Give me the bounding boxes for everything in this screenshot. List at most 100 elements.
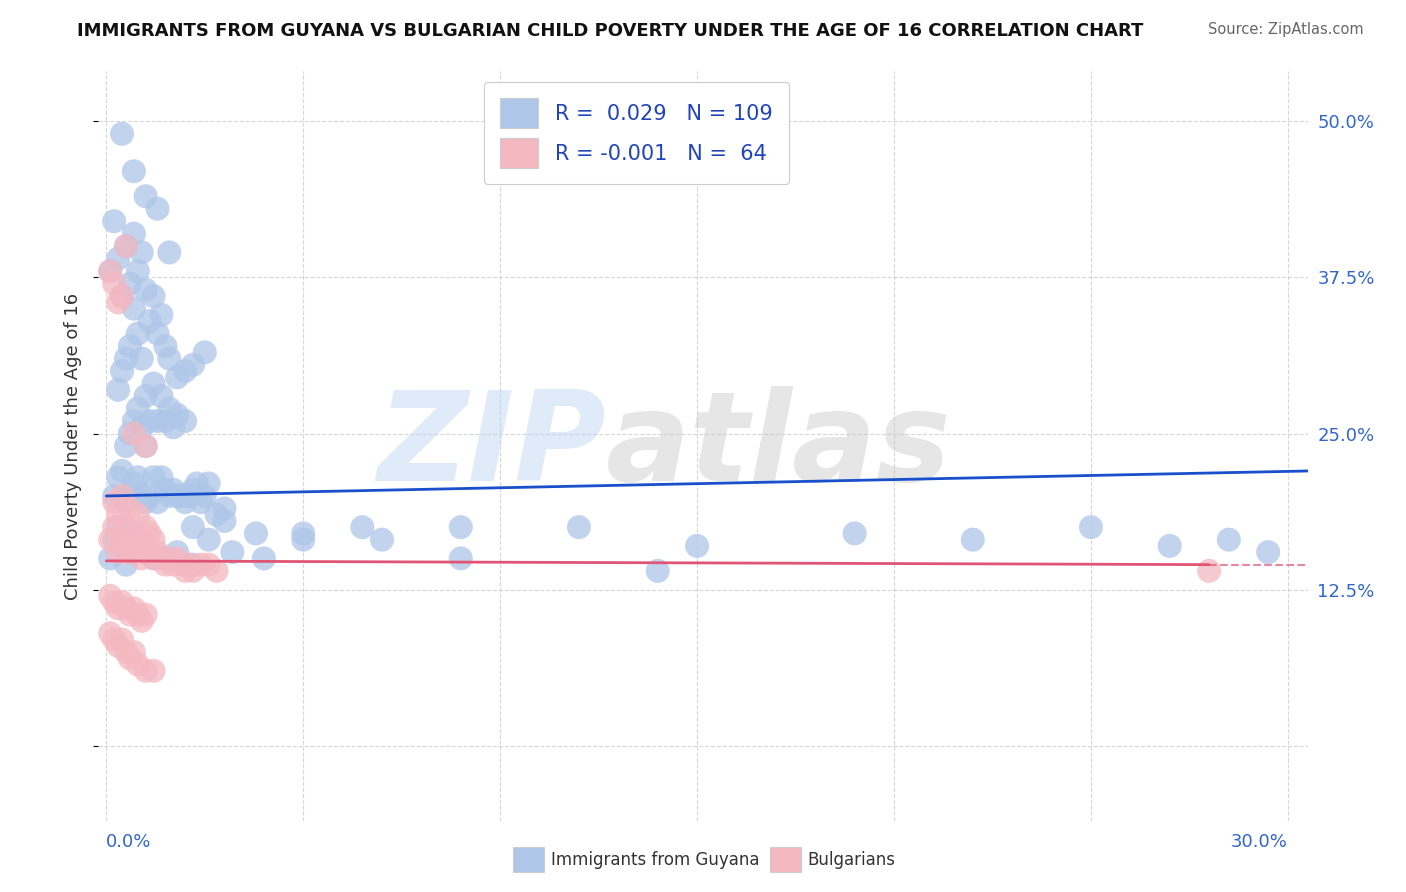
Point xyxy=(135,607,157,622)
Text: Immigrants from Guyana: Immigrants from Guyana xyxy=(551,851,759,869)
Point xyxy=(135,664,157,678)
Point xyxy=(127,264,149,278)
Text: Bulgarians: Bulgarians xyxy=(807,851,896,869)
Point xyxy=(103,520,125,534)
Point xyxy=(177,558,200,572)
Point xyxy=(150,470,173,484)
Point xyxy=(157,245,180,260)
Point xyxy=(103,632,125,647)
Point xyxy=(127,401,149,416)
Point xyxy=(142,289,165,303)
Point xyxy=(135,439,157,453)
Point xyxy=(111,464,134,478)
Point xyxy=(127,508,149,522)
Point xyxy=(157,351,180,366)
Point xyxy=(155,551,177,566)
Point xyxy=(1218,533,1240,547)
Point xyxy=(568,520,591,534)
Point xyxy=(115,545,138,559)
Point xyxy=(98,626,121,640)
Point xyxy=(174,495,197,509)
Point xyxy=(131,533,153,547)
Point xyxy=(142,551,165,566)
Point xyxy=(122,601,145,615)
Point xyxy=(190,495,212,509)
Point xyxy=(142,664,165,678)
Point xyxy=(138,489,160,503)
Point xyxy=(131,551,153,566)
Y-axis label: Child Poverty Under the Age of 16: Child Poverty Under the Age of 16 xyxy=(65,293,83,599)
Point xyxy=(98,264,121,278)
Point xyxy=(214,501,236,516)
Point xyxy=(135,495,157,509)
Point xyxy=(127,470,149,484)
Point xyxy=(292,533,315,547)
Point xyxy=(1198,564,1220,578)
Point xyxy=(190,558,212,572)
Point xyxy=(146,326,169,341)
Point xyxy=(194,345,217,359)
Point xyxy=(118,489,141,503)
Point xyxy=(686,539,709,553)
Point xyxy=(1080,520,1102,534)
Point xyxy=(253,551,276,566)
Text: atlas: atlas xyxy=(606,385,952,507)
Point xyxy=(118,339,141,353)
Point xyxy=(115,520,138,534)
Point xyxy=(1257,545,1279,559)
Point xyxy=(155,414,177,428)
Point xyxy=(107,470,129,484)
Point xyxy=(118,501,141,516)
Point xyxy=(111,127,134,141)
Point xyxy=(122,476,145,491)
Point xyxy=(107,520,129,534)
Point xyxy=(186,476,208,491)
Point xyxy=(111,289,134,303)
Point xyxy=(138,414,160,428)
Point xyxy=(647,564,669,578)
Point xyxy=(127,539,149,553)
Point xyxy=(122,414,145,428)
Point xyxy=(131,614,153,628)
Point xyxy=(181,483,204,497)
Point xyxy=(162,483,184,497)
Point xyxy=(131,351,153,366)
Point xyxy=(166,489,188,503)
Point xyxy=(166,370,188,384)
Point xyxy=(150,551,173,566)
Point xyxy=(146,414,169,428)
Point xyxy=(103,489,125,503)
Point xyxy=(221,545,243,559)
Point xyxy=(155,558,177,572)
Point xyxy=(155,339,177,353)
Point xyxy=(115,239,138,253)
Point xyxy=(135,545,157,559)
Point xyxy=(107,508,129,522)
Point xyxy=(107,295,129,310)
Point xyxy=(103,533,125,547)
Point xyxy=(111,489,134,503)
Point xyxy=(115,495,138,509)
Point xyxy=(115,351,138,366)
Point xyxy=(174,564,197,578)
Point xyxy=(118,426,141,441)
Point xyxy=(111,595,134,609)
Point xyxy=(150,308,173,322)
Point xyxy=(127,326,149,341)
Point xyxy=(177,489,200,503)
Point xyxy=(142,533,165,547)
Point xyxy=(1159,539,1181,553)
Text: Source: ZipAtlas.com: Source: ZipAtlas.com xyxy=(1208,22,1364,37)
Point xyxy=(181,358,204,372)
Point xyxy=(103,277,125,291)
Point xyxy=(205,564,228,578)
Point xyxy=(122,426,145,441)
Point xyxy=(170,489,193,503)
Point xyxy=(150,389,173,403)
Point xyxy=(127,657,149,672)
Point xyxy=(135,389,157,403)
Point xyxy=(166,408,188,422)
Point xyxy=(135,189,157,203)
Point xyxy=(103,214,125,228)
Point xyxy=(118,651,141,665)
